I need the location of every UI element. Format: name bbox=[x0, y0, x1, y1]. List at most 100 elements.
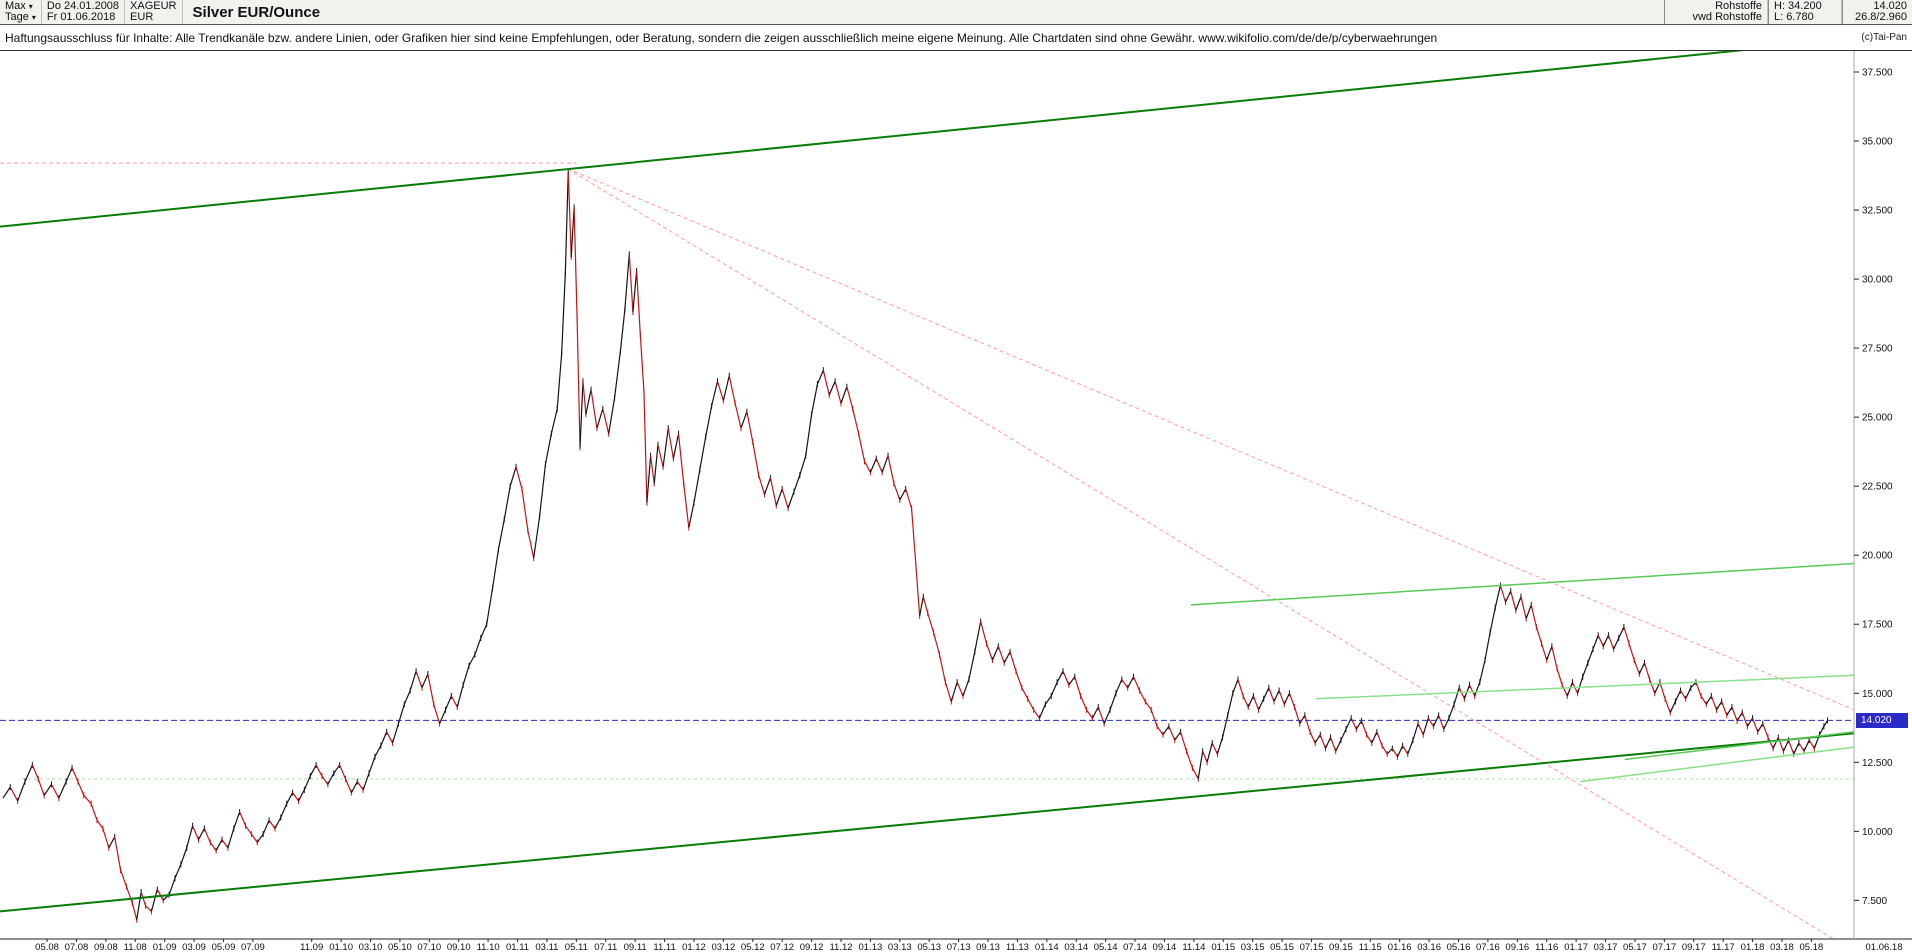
x-axis-label: 03.13 bbox=[888, 942, 912, 952]
x-axis-label: 01.18 bbox=[1741, 942, 1765, 952]
x-axis-label: 09.10 bbox=[447, 942, 471, 952]
x-axis-label: 03.14 bbox=[1064, 942, 1088, 952]
x-axis-label: 05.09 bbox=[212, 942, 236, 952]
x-axis-label: 11.13 bbox=[1006, 942, 1029, 952]
y-axis-label: 25.000 bbox=[1862, 413, 1893, 424]
range-selector-label: Max bbox=[5, 0, 26, 12]
x-axis-label: 09.13 bbox=[976, 942, 1000, 952]
x-axis-label: 07.17 bbox=[1652, 942, 1676, 952]
x-axis-label: 05.13 bbox=[917, 942, 941, 952]
disclaimer-text: Haftungsausschluss für Inhalte: Alle Tre… bbox=[5, 31, 1437, 45]
support-line-2018b bbox=[1580, 746, 1854, 783]
x-axis-label: 07.16 bbox=[1476, 942, 1500, 952]
last-price-value: 14.020 bbox=[1873, 0, 1907, 12]
x-axis-label: 01.12 bbox=[682, 942, 706, 952]
x-axis-label: 01.14 bbox=[1035, 942, 1059, 952]
fan-line-2 bbox=[567, 168, 1835, 939]
header: Max ▾ Tage ▾ Do 24.01.2008 Fr 01.06.2018… bbox=[0, 0, 1912, 25]
period-selector-dropdown[interactable]: Tage ▾ bbox=[5, 12, 36, 23]
x-axis-label: 05.08 bbox=[35, 942, 59, 952]
lower-channel-line bbox=[0, 732, 1854, 913]
x-axis-label: 09.11 bbox=[624, 942, 647, 952]
x-axis-label: 03.09 bbox=[182, 942, 206, 952]
x-axis-label: 07.12 bbox=[770, 942, 794, 952]
y-axis-label: 22.500 bbox=[1862, 482, 1893, 493]
source-label: vwd Rohstoffe bbox=[1692, 11, 1762, 23]
category-source-column: Rohstoffe vwd Rohstoffe bbox=[1664, 0, 1768, 24]
range-selector-dropdown[interactable]: Max ▾ bbox=[5, 1, 36, 12]
x-axis-label: 05.16 bbox=[1447, 942, 1471, 952]
x-axis-label: 03.16 bbox=[1417, 942, 1441, 952]
x-axis-label: 05.14 bbox=[1094, 942, 1118, 952]
x-axis-label: 05.17 bbox=[1623, 942, 1647, 952]
support-line-2018a bbox=[1624, 731, 1854, 761]
x-axis-label: 09.08 bbox=[94, 942, 118, 952]
x-axis-label: 05.11 bbox=[565, 942, 588, 952]
disclaimer-body: Haftungsausschluss für Inhalte: Alle Tre… bbox=[5, 30, 1196, 45]
upper-channel-line bbox=[0, 51, 1744, 228]
start-date: Do 24.01.2008 bbox=[46, 0, 120, 12]
x-axis-label: 07.08 bbox=[65, 942, 89, 952]
disclaimer-bar: Haftungsausschluss für Inhalte: Alle Tre… bbox=[0, 25, 1912, 51]
x-axis-label: 01.15 bbox=[1211, 942, 1235, 952]
category-label: Rohstoffe bbox=[1715, 0, 1762, 12]
resistance-line-2016 bbox=[1190, 562, 1854, 606]
x-axis-label: 11.17 bbox=[1712, 942, 1735, 952]
y-axis-label: 15.000 bbox=[1862, 689, 1893, 700]
x-axis-label: 09.17 bbox=[1682, 942, 1706, 952]
x-axis-label: 09.16 bbox=[1505, 942, 1529, 952]
symbol-code: XAGEUR bbox=[130, 0, 177, 12]
y-axis-label: 30.000 bbox=[1862, 275, 1893, 286]
x-axis-label: 09.15 bbox=[1329, 942, 1353, 952]
x-axis-label: 05.12 bbox=[741, 942, 765, 952]
price-series bbox=[2, 168, 1829, 923]
wikifolio-link[interactable]: www.wikifolio.com/de/de/p/cyberwaehrunge… bbox=[1198, 30, 1438, 45]
x-axis-label: 01.16 bbox=[1388, 942, 1412, 952]
y-axis-label: 32.500 bbox=[1862, 206, 1893, 217]
x-axis-label: 05.10 bbox=[388, 942, 412, 952]
x-axis-label: 03.11 bbox=[535, 942, 558, 952]
trend-lines-front bbox=[0, 51, 1854, 913]
x-axis-label: 11.16 bbox=[1535, 942, 1558, 952]
header-left: Max ▾ Tage ▾ Do 24.01.2008 Fr 01.06.2018… bbox=[0, 0, 330, 24]
x-axis-label: 09.12 bbox=[800, 942, 824, 952]
header-right: Rohstoffe vwd Rohstoffe H: 34.200 L: 6.7… bbox=[1664, 0, 1912, 24]
x-axis-label: 11.08 bbox=[124, 942, 147, 952]
caret-down-icon: ▾ bbox=[28, 1, 33, 11]
x-axis-label: 07.14 bbox=[1123, 942, 1147, 952]
x-axis-label: 07.13 bbox=[947, 942, 971, 952]
x-axis-end-label: 01.06.18 bbox=[1866, 942, 1903, 952]
x-axis-label: 07.15 bbox=[1300, 942, 1324, 952]
x-axis-label: 03.10 bbox=[359, 942, 383, 952]
x-axis-label: 01.17 bbox=[1564, 942, 1588, 952]
y-axis-label: 7.500 bbox=[1862, 896, 1887, 907]
resistance-line-2017 bbox=[1315, 674, 1854, 700]
axes: 37.500 35.000 32.500 30.000 27.500 25.000 22.5… bbox=[0, 51, 1912, 952]
range-low-value: L: 6.780 bbox=[1774, 11, 1814, 23]
chart-title: Silver EUR/Ounce bbox=[192, 3, 321, 21]
extra-range-value: 26.8/2.960 bbox=[1855, 11, 1907, 23]
x-axis-label: 11.15 bbox=[1359, 942, 1382, 952]
x-axis-label: 05.18 bbox=[1799, 942, 1823, 952]
y-axis-label: 27.500 bbox=[1862, 344, 1893, 355]
x-axis-label: 07.09 bbox=[241, 942, 265, 952]
x-axis-label: 03.17 bbox=[1594, 942, 1618, 952]
y-axis-label: 10.000 bbox=[1862, 827, 1893, 838]
timeframe-selectors: Max ▾ Tage ▾ bbox=[0, 0, 42, 24]
x-axis-label: 03.12 bbox=[711, 942, 735, 952]
range-high-value: H: 34.200 bbox=[1774, 0, 1822, 12]
trend-lines-back bbox=[0, 162, 1854, 939]
fan-line-1 bbox=[567, 168, 1854, 711]
high-low-column: H: 34.200 L: 6.780 bbox=[1768, 0, 1842, 24]
x-axis-label: 01.10 bbox=[329, 942, 353, 952]
x-axis-label: 07.11 bbox=[594, 942, 617, 952]
y-axis-label: 35.000 bbox=[1862, 137, 1893, 148]
price-column: 14.020 26.8/2.960 bbox=[1842, 0, 1912, 24]
x-axis-label: 11.09 bbox=[300, 942, 323, 952]
copyright-watermark: (c)Tai-Pan bbox=[1861, 32, 1907, 43]
y-axis-label: 12.500 bbox=[1862, 758, 1893, 769]
x-axis-label: 11.12 bbox=[829, 942, 852, 952]
y-axis-label: 37.500 bbox=[1862, 67, 1893, 78]
